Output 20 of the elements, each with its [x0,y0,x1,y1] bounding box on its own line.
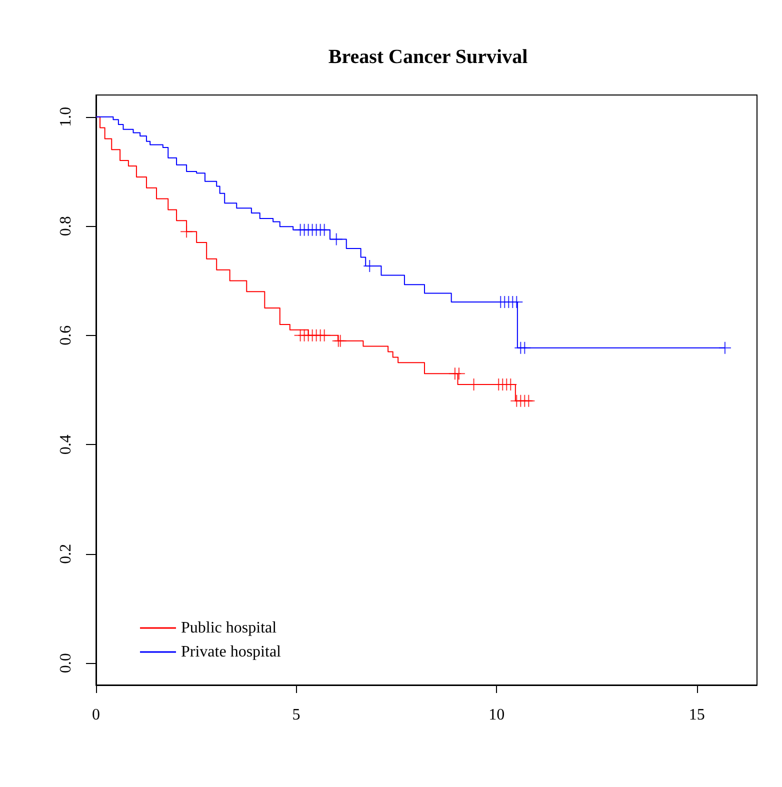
legend-label: Public hospital [181,620,278,636]
y-tick-label: 1.0 [58,106,74,127]
x-tick-label: 10 [488,706,505,724]
x-tick-label: 5 [292,706,300,724]
point [718,341,732,354]
x-tick-label: 0 [92,706,100,724]
y-tick-label: 0.6 [58,325,74,346]
y-tick-label: 0.8 [58,216,74,236]
y-tick-label: 0.0 [58,653,74,674]
y-tick-label: 0.2 [58,544,74,564]
point [318,223,331,236]
legend-label: Private hospital [181,644,282,660]
point [180,225,194,238]
y-tick-label: 0.4 [58,434,74,455]
point [318,328,331,342]
point [330,232,343,246]
x-tick-label: 15 [688,706,705,724]
point [452,367,466,380]
point [518,341,532,354]
chart-title: Breast Cancer Survival [328,46,528,68]
